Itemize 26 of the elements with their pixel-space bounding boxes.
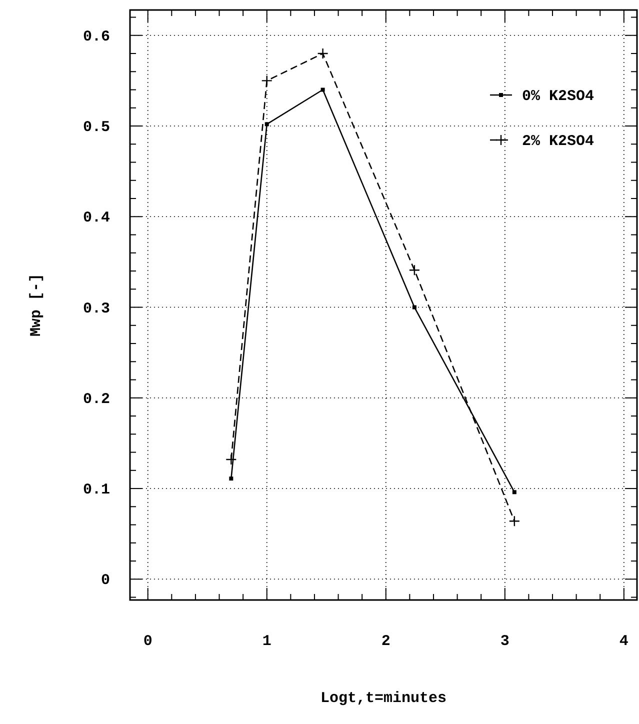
x-tick-label: 1 (262, 633, 272, 650)
point (261, 75, 272, 86)
y-tick-label: 0.4 (82, 210, 110, 227)
x-axis-title: Logt,t=minutes (320, 690, 447, 707)
y-tick-label: 0.6 (82, 28, 110, 46)
x-tick-label: 4 (619, 633, 628, 650)
point (508, 516, 520, 527)
x-tick-label: 0 (143, 633, 152, 650)
x-tick-label: 3 (500, 633, 510, 650)
y-tick-label: 0 (100, 572, 110, 590)
y-tick-label: 0.1 (82, 482, 110, 499)
y-tick-label: 0.5 (82, 119, 110, 136)
legend-label: 0% K2SO4 (522, 88, 594, 105)
point (408, 264, 420, 276)
point (229, 476, 234, 481)
y-tick-label: 0.2 (82, 390, 110, 408)
point (264, 122, 269, 126)
y-tick-label: 0.3 (82, 300, 110, 318)
point (512, 490, 516, 494)
y-axis-title: Mwp [-] (28, 273, 45, 337)
legend-label: 2% K2SO4 (522, 133, 594, 150)
point (412, 305, 416, 310)
point (226, 454, 237, 466)
point (317, 48, 328, 60)
point (320, 88, 325, 92)
x-tick-label: 2 (381, 633, 390, 650)
